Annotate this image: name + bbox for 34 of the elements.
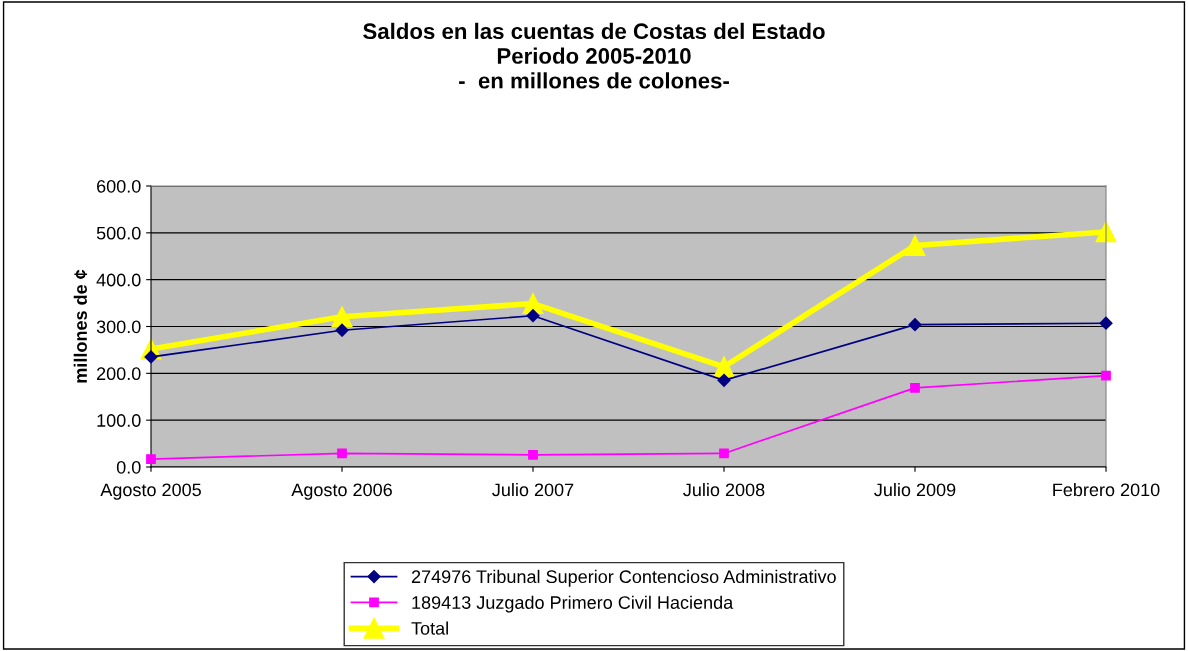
y-tick-label: 400.0 [96, 273, 141, 287]
x-tick-label: Julio 2008 [683, 482, 765, 497]
x-tick-label: Agosto 2006 [291, 483, 392, 500]
point [526, 309, 540, 323]
point [1101, 370, 1111, 381]
legend-label: Total [411, 621, 448, 635]
point [717, 373, 731, 387]
x-tick-label: Agosto 2005 [100, 483, 201, 500]
legend-label: 189413 Juzgado Primero Civil Hacienda [412, 595, 734, 613]
point [335, 323, 349, 337]
point [522, 293, 544, 314]
x-tick-label: Febrero 2010 [1053, 482, 1160, 497]
legend-label: 274976 Tribunal Superior Contencioso Administrativo [411, 569, 836, 587]
point [331, 306, 353, 328]
x-tick-label: Julio 2009 [874, 482, 956, 497]
point [1099, 316, 1113, 330]
y-axis-title: millones de ¢ [73, 269, 88, 383]
point [146, 454, 156, 464]
y-tick-label: 300.0 [96, 320, 141, 334]
point [144, 350, 158, 364]
point [908, 318, 922, 332]
chart-title: Saldos en las cuentas de Costas del Estado Periodo 2005-2010 - en millones de colones- [363, 22, 825, 89]
point [713, 356, 735, 378]
y-tick-label: 100.0 [97, 414, 141, 427]
y-tick-label: 600.0 [97, 179, 141, 193]
x-tick-label: Julio 2007 [492, 482, 574, 497]
point [528, 449, 538, 460]
point [904, 235, 926, 256]
y-tick-label: 500.0 [96, 226, 141, 240]
y-tick-label: 200.0 [97, 367, 141, 381]
point [910, 382, 920, 393]
point [337, 448, 347, 459]
point [719, 448, 729, 459]
y-tick-label: 0.0 [116, 460, 141, 474]
